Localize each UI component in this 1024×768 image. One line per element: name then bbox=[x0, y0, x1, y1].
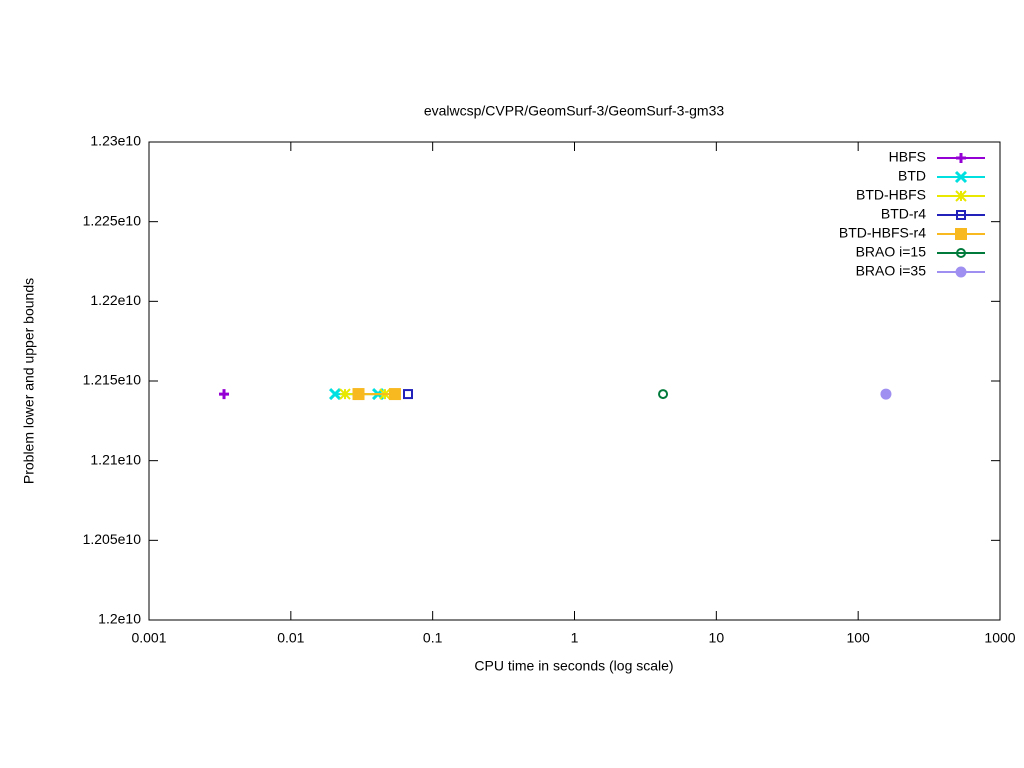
y-tick-label: 1.225e10 bbox=[83, 212, 142, 228]
point bbox=[219, 389, 230, 400]
point bbox=[388, 388, 401, 401]
point bbox=[658, 389, 669, 400]
legend-label: BRAO i=15 bbox=[856, 244, 927, 260]
point bbox=[402, 389, 413, 400]
legend-marker bbox=[954, 170, 968, 184]
point bbox=[352, 388, 365, 401]
legend-label: BTD-HBFS bbox=[856, 187, 926, 203]
legend-marker bbox=[956, 210, 966, 220]
y-tick-label: 1.22e10 bbox=[90, 292, 141, 308]
x-tick-label: 0.01 bbox=[277, 630, 304, 646]
x-tick-label: 1 bbox=[571, 630, 579, 646]
legend-label: BRAO i=35 bbox=[856, 263, 927, 279]
x-axis-label: CPU time in seconds (log scale) bbox=[474, 658, 673, 674]
y-axis-label: Problem lower and upper bounds bbox=[21, 278, 37, 484]
y-tick-label: 1.2e10 bbox=[98, 611, 141, 627]
x-tick-label: 0.1 bbox=[423, 630, 443, 646]
x-tick-label: 100 bbox=[846, 630, 870, 646]
point bbox=[880, 388, 892, 400]
legend-label: BTD-HBFS-r4 bbox=[839, 225, 926, 241]
chart-title: evalwcsp/CVPR/GeomSurf-3/GeomSurf-3-gm33 bbox=[424, 103, 725, 119]
legend-label: BTD bbox=[898, 168, 926, 184]
y-tick-label: 1.215e10 bbox=[83, 372, 142, 388]
legend-marker bbox=[956, 153, 966, 163]
x-tick-label: 1000 bbox=[984, 630, 1015, 646]
point bbox=[339, 388, 351, 400]
legend-marker bbox=[955, 190, 967, 202]
point bbox=[328, 388, 342, 401]
legend-label: BTD-r4 bbox=[881, 206, 926, 222]
legend-marker bbox=[955, 266, 967, 278]
y-tick-label: 1.23e10 bbox=[90, 133, 141, 149]
x-tick-label: 0.001 bbox=[131, 630, 166, 646]
x-tick-label: 10 bbox=[709, 630, 725, 646]
legend-marker bbox=[955, 228, 967, 240]
y-tick-label: 1.21e10 bbox=[90, 451, 141, 467]
legend-marker bbox=[956, 248, 966, 258]
legend-label: HBFS bbox=[889, 149, 926, 165]
y-tick-label: 1.205e10 bbox=[83, 531, 142, 547]
plot-frame bbox=[148, 141, 1001, 621]
